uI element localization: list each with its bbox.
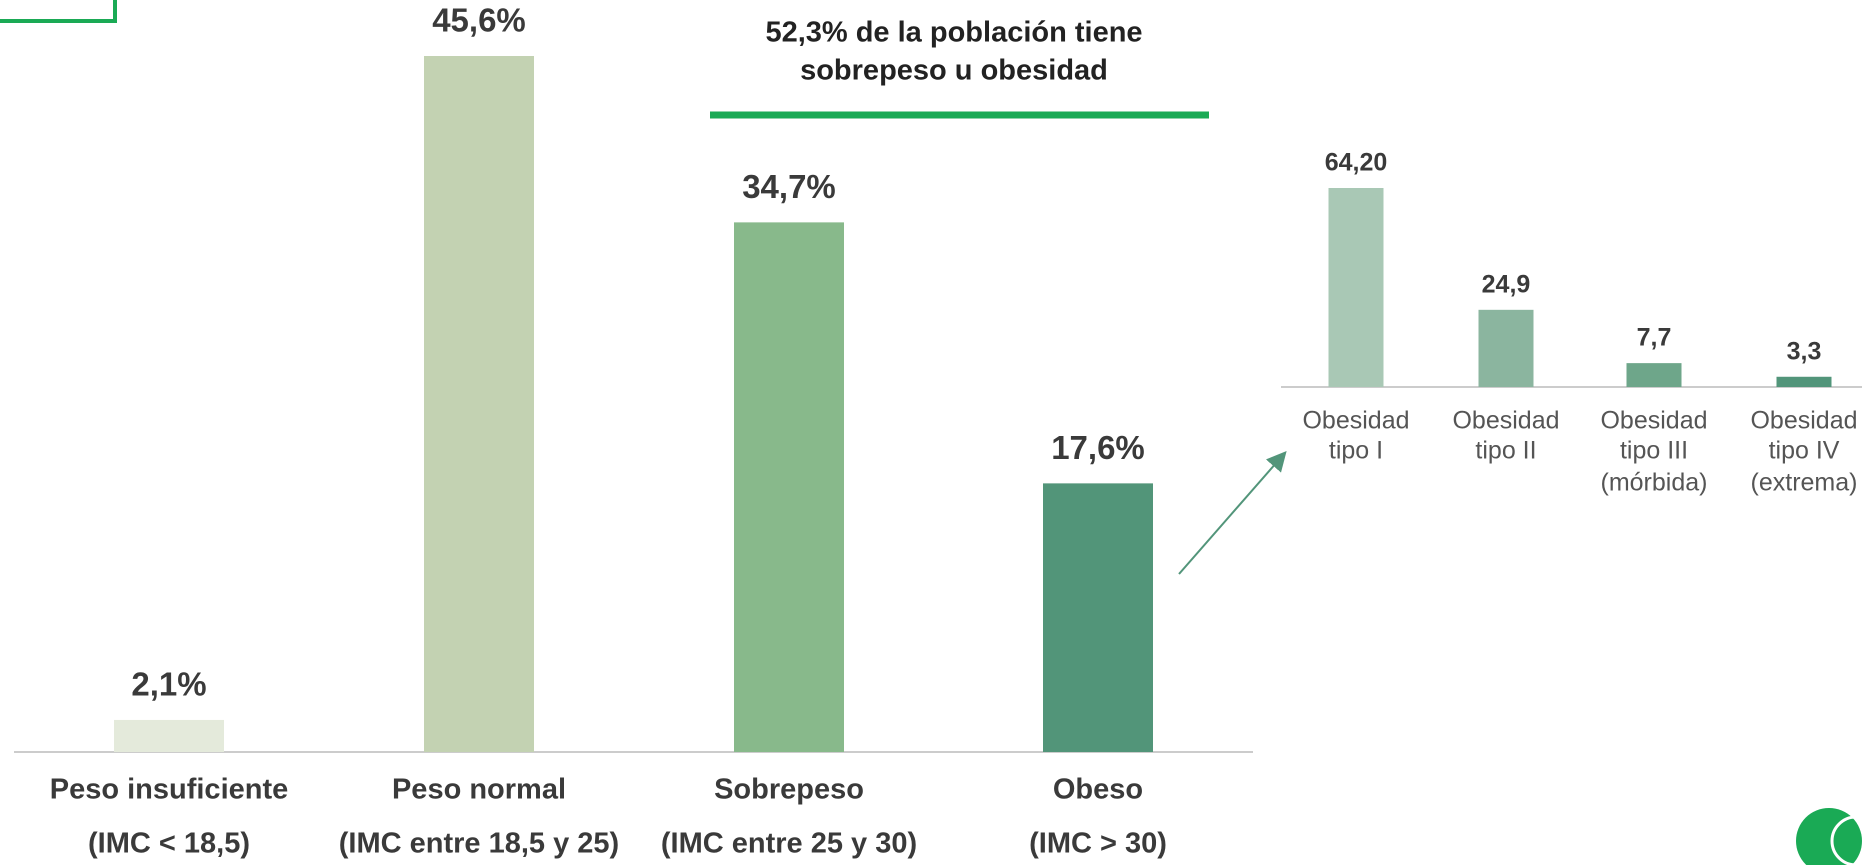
logo-ring <box>1830 815 1862 865</box>
bar <box>1328 188 1384 387</box>
x-tick-label: (IMC < 18,5) <box>88 828 250 860</box>
x-tick-label: Obeso <box>1053 774 1143 806</box>
logo <box>1796 808 1862 865</box>
x-tick-label: Obesidad <box>1750 407 1857 435</box>
bar <box>114 719 224 752</box>
x-tick-label: tipo II <box>1475 437 1536 465</box>
value-label: 64,20 <box>1325 149 1388 177</box>
bar <box>424 56 534 752</box>
x-tick-label: (extrema) <box>1751 469 1858 497</box>
cropped-box <box>0 0 117 23</box>
x-tick-label: Obesidad <box>1452 407 1559 435</box>
value-label: 3,3 <box>1787 337 1822 365</box>
x-tick-label: Obesidad <box>1302 407 1409 435</box>
bar <box>1776 376 1832 387</box>
x-tick-label: tipo I <box>1329 437 1383 465</box>
bar <box>1043 483 1153 752</box>
x-tick-label: Peso normal <box>392 774 566 806</box>
x-tick-label: tipo III <box>1620 437 1688 465</box>
bar <box>734 222 844 753</box>
value-label: 2,1% <box>131 666 206 703</box>
value-label: 7,7 <box>1637 324 1672 352</box>
bar <box>1478 309 1534 387</box>
x-tick-label: tipo IV <box>1769 437 1840 465</box>
x-tick-label: (IMC > 30) <box>1029 828 1167 860</box>
arrow <box>1178 450 1287 575</box>
value-label: 34,7% <box>742 168 836 205</box>
x-tick-label: (IMC entre 25 y 30) <box>661 828 917 860</box>
x-tick-label: Peso insuficiente <box>50 774 289 806</box>
value-label: 24,9 <box>1482 270 1531 298</box>
annotation: 52,3% de la población tiene <box>765 17 1142 49</box>
bar <box>1626 363 1682 387</box>
x-tick-label: Obesidad <box>1600 407 1707 435</box>
value-label: 17,6% <box>1051 429 1145 466</box>
x-tick-label: (IMC entre 18,5 y 25) <box>339 828 619 860</box>
annotation: sobrepeso u obesidad <box>800 55 1108 87</box>
value-label: 45,6% <box>432 2 526 39</box>
x-tick-label: (mórbida) <box>1601 469 1708 497</box>
x-tick-label: Sobrepeso <box>714 774 864 806</box>
